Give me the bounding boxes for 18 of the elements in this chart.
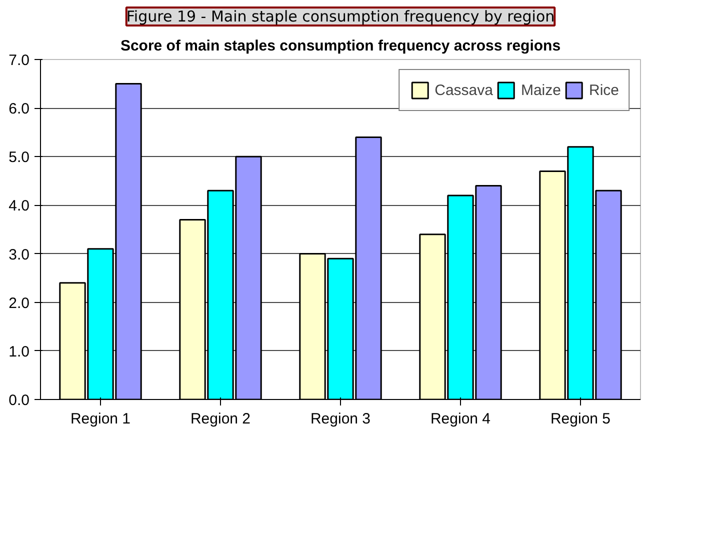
x-tick-label: Region 5 bbox=[550, 410, 611, 428]
y-tick-label: 0.0 bbox=[8, 392, 30, 409]
legend-label: Rice bbox=[588, 82, 619, 98]
x-tick-label: Region 4 bbox=[430, 410, 491, 428]
x-tick-label: Region 2 bbox=[190, 410, 251, 428]
y-tick-label: 1.0 bbox=[8, 343, 30, 360]
legend-label: Cassava bbox=[434, 82, 493, 98]
y-tick-label: 4.0 bbox=[8, 198, 30, 215]
chart-subtitle: Score of main staples consumption frequency across regions bbox=[120, 38, 561, 54]
x-tick-label: Region 1 bbox=[70, 410, 131, 428]
y-tick-label: 6.0 bbox=[8, 100, 30, 118]
chart-title: Figure 19 - Main staple consumption frequency by region bbox=[126, 8, 555, 26]
x-tick-label: Region 3 bbox=[310, 410, 371, 428]
y-tick-label: 7.0 bbox=[8, 52, 30, 69]
legend-label: Maize bbox=[520, 82, 561, 98]
y-tick-label: 3.0 bbox=[8, 246, 30, 264]
y-tick-label: 5.0 bbox=[8, 149, 30, 166]
y-tick-label: 2.0 bbox=[8, 294, 30, 312]
